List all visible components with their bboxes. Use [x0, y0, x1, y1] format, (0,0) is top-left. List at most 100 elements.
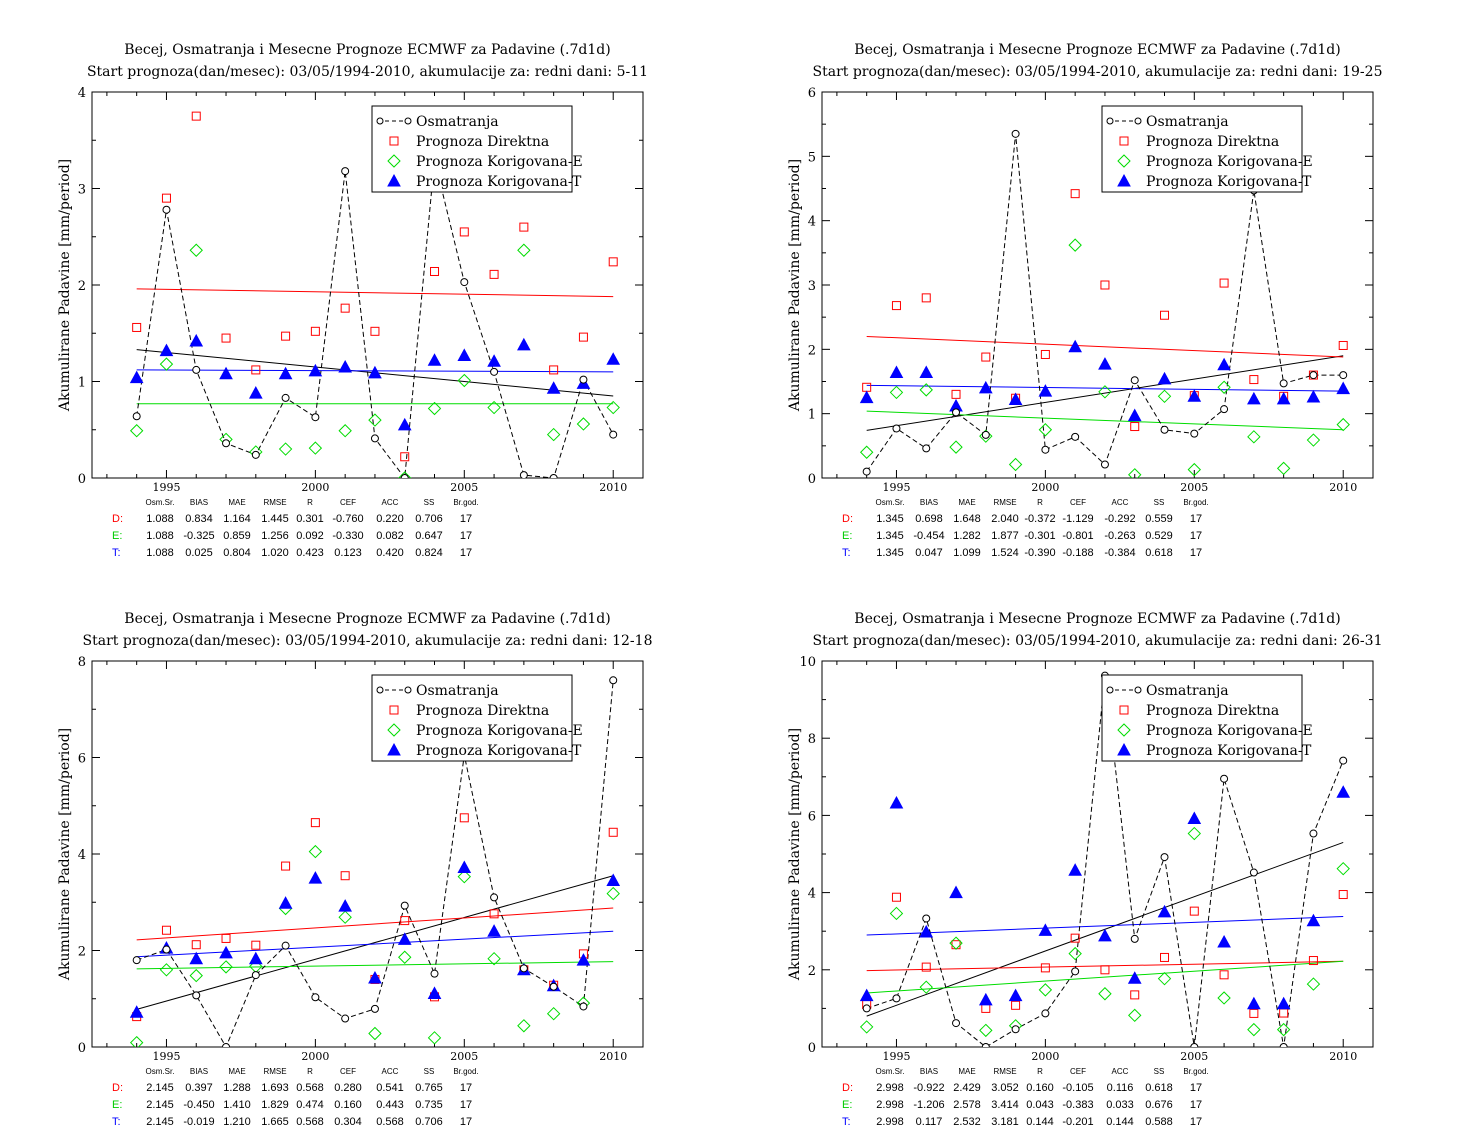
data-point-osmatranja-9 — [1130, 934, 1139, 943]
data-point-osmatranja-12 — [490, 367, 499, 376]
data-point-osmatranja-11 — [460, 278, 469, 287]
stats-value: 17 — [460, 1082, 472, 1094]
chart-panel-4: Becej, Osmatranja i Mesecne Prognoze ECM… — [787, 611, 1382, 1128]
data-point-korigovana-e-7 — [1068, 946, 1082, 961]
data-point-osmatranja-4 — [981, 1043, 990, 1047]
stats-value: 3.052 — [991, 1082, 1019, 1094]
stats-value: -0.301 — [1024, 530, 1055, 542]
data-point-direktna-11 — [459, 227, 469, 237]
stats-value: 1.445 — [261, 513, 289, 525]
stats-value: 17 — [460, 530, 472, 542]
x-tick-label: 1995 — [152, 1050, 180, 1063]
stats-header: ACC — [382, 498, 399, 507]
data-point-korigovana-t-10 — [1157, 904, 1172, 918]
data-point-korigovana-t-6 — [1038, 923, 1053, 936]
stats-value: 1.164 — [223, 513, 251, 525]
legend-marker — [1106, 686, 1114, 694]
data-point-osmatranja-3 — [952, 408, 961, 417]
stats-header: CEF — [1070, 1067, 1086, 1076]
stats-value: 0.676 — [1145, 1099, 1173, 1111]
trend-line — [866, 384, 1344, 392]
x-tick-label: 2000 — [301, 1050, 329, 1063]
data-point-korigovana-t-13 — [1247, 391, 1261, 405]
stats-value: 2.998 — [876, 1099, 904, 1111]
data-point-korigovana-e-14 — [1276, 461, 1291, 476]
trend-line — [866, 916, 1344, 936]
y-tick-label: 4 — [78, 86, 86, 101]
stats-value: 2.998 — [876, 1116, 904, 1128]
data-point-korigovana-t-9 — [1127, 408, 1142, 422]
data-point-direktna-4 — [981, 1003, 991, 1013]
legend-label: Prognoza Korigovana-E — [1146, 154, 1313, 170]
data-point-korigovana-e-legend — [1117, 154, 1131, 168]
data-point-korigovana-t-8 — [1098, 357, 1112, 370]
y-axis-label: Akumulirane Padavine [mm/period] — [57, 159, 73, 412]
data-point-direktna-12 — [1219, 278, 1229, 288]
stats-header: BIAS — [920, 1067, 938, 1076]
x-tick-label: 2000 — [1031, 481, 1059, 494]
data-point-korigovana-t-12 — [487, 924, 501, 937]
data-point-direktna-4 — [251, 940, 261, 950]
stats-value: 17 — [1190, 1099, 1202, 1111]
data-point-korigovana-t-9 — [397, 417, 412, 431]
stats-row-label: T: — [842, 547, 851, 559]
data-point-osmatranja-16 — [1339, 756, 1348, 765]
data-point-korigovana-e-9 — [1128, 1008, 1142, 1023]
stats-value: 0.618 — [1145, 1082, 1173, 1094]
stats-value: 17 — [1190, 1116, 1202, 1128]
legend-label: Osmatranja — [1146, 683, 1229, 699]
data-point-korigovana-t-16 — [1336, 381, 1351, 395]
data-point-korigovana-e-13 — [1247, 1022, 1261, 1037]
data-point-direktna-legend — [389, 705, 399, 715]
chart-panel-1: Becej, Osmatranja i Mesecne Prognoze ECM… — [57, 42, 648, 559]
stats-header: Br.god. — [453, 498, 478, 507]
stats-value: 0.804 — [223, 547, 251, 559]
stats-value: -0.760 — [332, 513, 363, 525]
x-tick-label: 2010 — [1329, 1050, 1357, 1063]
data-point-direktna-8 — [1100, 280, 1110, 290]
data-point-osmatranja-0 — [862, 1004, 871, 1013]
data-point-korigovana-t-0 — [129, 370, 144, 384]
data-point-korigovana-t-5 — [278, 896, 293, 909]
data-point-direktna-5 — [1011, 1000, 1021, 1010]
data-point-korigovana-t-7 — [338, 359, 353, 373]
data-point-direktna-7 — [340, 303, 350, 313]
trend-line — [866, 335, 1344, 358]
data-point-korigovana-t-10 — [1157, 371, 1172, 385]
data-point-direktna-7 — [340, 871, 350, 881]
stats-value: 1.020 — [261, 547, 289, 559]
stats-header: BIAS — [190, 498, 208, 507]
stats-value: -0.105 — [1062, 1082, 1093, 1094]
data-point-korigovana-t-13 — [517, 337, 531, 351]
data-point-korigovana-e-6 — [308, 844, 323, 859]
data-point-korigovana-t-16 — [606, 352, 621, 365]
y-tick-label: 10 — [799, 655, 816, 670]
data-point-korigovana-e-13 — [517, 243, 531, 257]
stats-value: -0.372 — [1024, 513, 1055, 525]
data-point-direktna-3 — [221, 933, 231, 943]
stats-value: 0.443 — [376, 1099, 404, 1111]
data-point-korigovana-e-7 — [338, 910, 352, 924]
stats-value: 0.144 — [1106, 1116, 1134, 1128]
stats-value: 17 — [1190, 513, 1202, 525]
data-point-korigovana-t-15 — [1306, 913, 1321, 927]
data-point-korigovana-e-1 — [159, 963, 174, 977]
stats-value: 1.648 — [953, 513, 981, 525]
stats-value: 0.033 — [1106, 1099, 1134, 1111]
stats-value: 0.618 — [1145, 547, 1173, 559]
legend-label: Osmatranja — [1146, 114, 1229, 130]
stats-value: 1.829 — [261, 1099, 289, 1111]
data-point-osmatranja-5 — [1011, 129, 1020, 138]
data-point-korigovana-e-legend — [387, 154, 401, 168]
data-point-direktna-legend — [1119, 705, 1129, 715]
legend-marker — [404, 117, 412, 125]
stats-header: Osm.Sr. — [876, 498, 905, 507]
x-tick-label: 2000 — [1031, 1050, 1059, 1063]
legend-marker — [404, 686, 412, 694]
data-point-osmatranja-12 — [1220, 774, 1229, 783]
chart-title: Becej, Osmatranja i Mesecne Prognoze ECM… — [854, 42, 1340, 58]
stats-header: Osm.Sr. — [876, 1067, 905, 1076]
stats-value: -0.390 — [1024, 547, 1055, 559]
stats-value: 0.559 — [1145, 513, 1173, 525]
data-point-osmatranja-5 — [1011, 1025, 1020, 1034]
